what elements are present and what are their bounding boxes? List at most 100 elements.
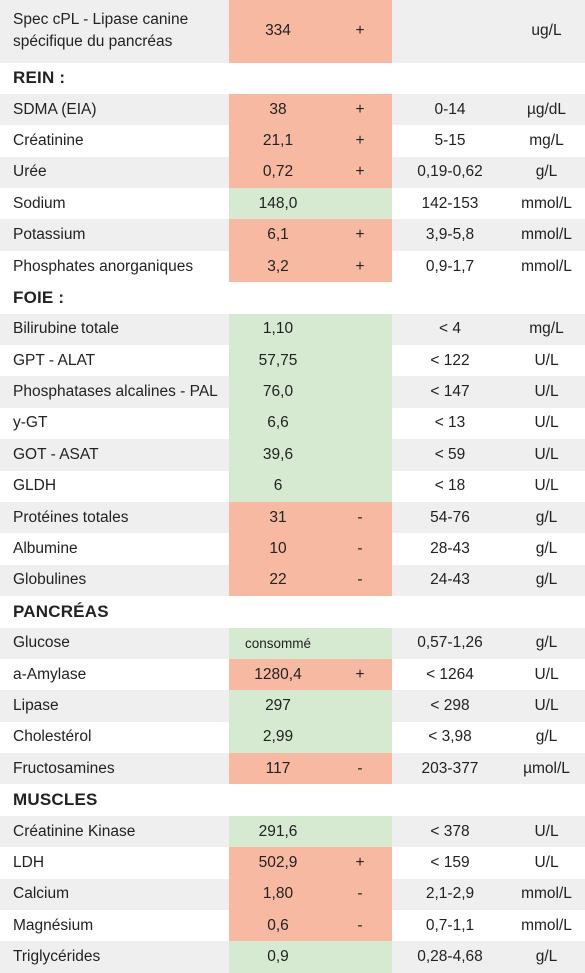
unit: mmol/L: [521, 916, 572, 934]
reference-range: 0,9-1,7: [425, 257, 475, 275]
parameter-name: Glucose: [13, 634, 70, 652]
reference-range: < 378: [430, 822, 470, 840]
value-cell: 6,1 +: [229, 219, 392, 251]
parameter-name: a-Amylase: [13, 665, 87, 683]
value-cell: 1,10: [229, 313, 392, 346]
abnormal-flag: -: [357, 540, 363, 558]
result-value: 502,9: [258, 853, 298, 871]
reference-range: [392, 0, 508, 63]
reference-range: 24-43: [430, 571, 470, 589]
reference-range: < 4: [439, 320, 461, 338]
parameter-name: Protéines totales: [13, 508, 129, 526]
result-row-albumine: Albumine 10 - 28-43 g/L: [0, 533, 585, 565]
value-cell: 39,6: [229, 439, 392, 471]
abnormal-flag: +: [355, 257, 365, 275]
value-cell: 38 +: [229, 93, 392, 126]
parameter-name: Albumine: [13, 540, 78, 558]
result-value: 1,10: [262, 320, 294, 338]
value-cell: 117 -: [229, 753, 392, 785]
result-value: 334: [265, 22, 291, 40]
result-value: 0,9: [267, 948, 289, 966]
reference-range: 0,19-0,62: [417, 163, 483, 181]
result-row-fructosamines: Fructosamines 117 - 203-377 µmol/L: [0, 753, 585, 785]
abnormal-flag: -: [357, 885, 363, 903]
result-value: 57,75: [258, 351, 298, 369]
unit: mmol/L: [521, 226, 572, 244]
section-title: FOIE :: [13, 287, 65, 307]
parameter-name: Créatinine Kinase: [13, 822, 136, 840]
result-value: 6,1: [267, 226, 289, 244]
value-cell: 21,1 +: [229, 125, 392, 157]
reference-range: < 122: [430, 351, 470, 369]
value-cell: 76,0: [229, 376, 392, 408]
result-value: 21,1: [262, 131, 294, 149]
result-row-gpt-alat: GPT - ALAT 57,75 < 122 U/L: [0, 345, 585, 377]
unit: U/L: [534, 414, 559, 432]
parameter-name: Fructosamines: [13, 759, 115, 777]
parameter-name: Triglycérides: [13, 948, 101, 966]
result-value: 1280,4: [254, 665, 302, 683]
value-cell: 502,9 +: [229, 847, 392, 879]
result-value: 38: [269, 100, 287, 118]
result-value: 31: [269, 508, 287, 526]
reference-range: 28-43: [430, 540, 470, 558]
result-value: consommé: [244, 635, 312, 651]
result-value: 22: [269, 571, 287, 589]
result-value: 10: [269, 540, 287, 558]
unit: U/L: [534, 853, 559, 871]
reference-range: 0,28-4,68: [417, 948, 483, 966]
result-row-creatinine: Créatinine 21,1 +5-15 mg/L: [0, 125, 585, 157]
result-row-got-asat: GOT - ASAT 39,6 < 59 U/L: [0, 439, 585, 471]
result-value: 291,6: [258, 822, 298, 840]
parameter-name: LDH: [13, 853, 45, 871]
result-row-proteines-totales: Protéines totales 31 - 54-76 g/L: [0, 501, 585, 534]
result-row-a-amylase: a-Amylase 1280,4 + < 1264 U/L: [0, 658, 585, 691]
reference-range: < 13: [434, 414, 466, 432]
result-row-sodium: Sodium 148,0 142-153 mmol/L: [0, 188, 585, 220]
result-value: 76,0: [262, 383, 294, 401]
parameter-name: Phosphates anorganiques: [13, 257, 194, 275]
parameter-name: Sodium: [13, 194, 66, 212]
section-header: REIN :: [0, 62, 585, 94]
result-row-ldh: LDH 502,9 + < 159 U/L: [0, 847, 585, 879]
unit: U/L: [534, 351, 559, 369]
value-cell: 2,99: [229, 721, 392, 754]
abnormal-flag: -: [357, 759, 363, 777]
parameter-name: y-GT: [13, 414, 48, 432]
result-row-magnesium: Magnésium 0,6 - 0,7-1,1 mmol/L: [0, 910, 585, 942]
reference-range: 0,57-1,26: [417, 634, 483, 652]
result-value: 6: [273, 477, 283, 495]
abnormal-flag: +: [355, 163, 365, 181]
reference-range: < 59: [434, 445, 466, 463]
result-row-gldh: GLDH 6 < 18 U/L: [0, 470, 585, 502]
value-cell: 148,0: [229, 188, 392, 220]
parameter-name: Spec cPL - Lipase canine spécifique du p…: [13, 11, 189, 51]
unit: mmol/L: [521, 257, 572, 275]
reference-range: < 1264: [426, 665, 474, 683]
result-row-creatinine-kinase: Créatinine Kinase 291,6 < 378 U/L: [0, 815, 585, 848]
unit: U/L: [534, 445, 559, 463]
reference-range: 0-14: [434, 100, 466, 118]
unit: mmol/L: [521, 885, 572, 903]
result-value: 0,72: [262, 163, 294, 181]
value-cell: 0,6 -: [229, 910, 392, 942]
unit: U/L: [534, 822, 559, 840]
unit: ug/L: [531, 22, 562, 40]
reference-range: < 3,98: [428, 728, 472, 746]
reference-range: 5-15: [434, 131, 466, 149]
result-row-bilirubine-totale: Bilirubine totale 1,10 < 4 mg/L: [0, 313, 585, 346]
value-cell: 291,6: [229, 815, 392, 848]
result-value: 3,2: [267, 257, 289, 275]
unit: mmol/L: [521, 194, 572, 212]
value-cell: 297: [229, 690, 392, 722]
unit: µmol/L: [523, 759, 570, 777]
parameter-name: Phosphatases alcalines - PAL: [13, 383, 218, 401]
result-row-phosphatases-alcalines-pal: Phosphatases alcalines - PAL 76,0 < 147 U/L: [0, 376, 585, 408]
reference-range: 203-377: [421, 759, 479, 777]
abnormal-flag: -: [357, 571, 363, 589]
unit: U/L: [534, 477, 559, 495]
reference-range: < 18: [434, 477, 466, 495]
reference-range: 54-76: [430, 508, 470, 526]
result-row-uree: Urée 0,72 +0,19-0,62 g/L: [0, 156, 585, 189]
